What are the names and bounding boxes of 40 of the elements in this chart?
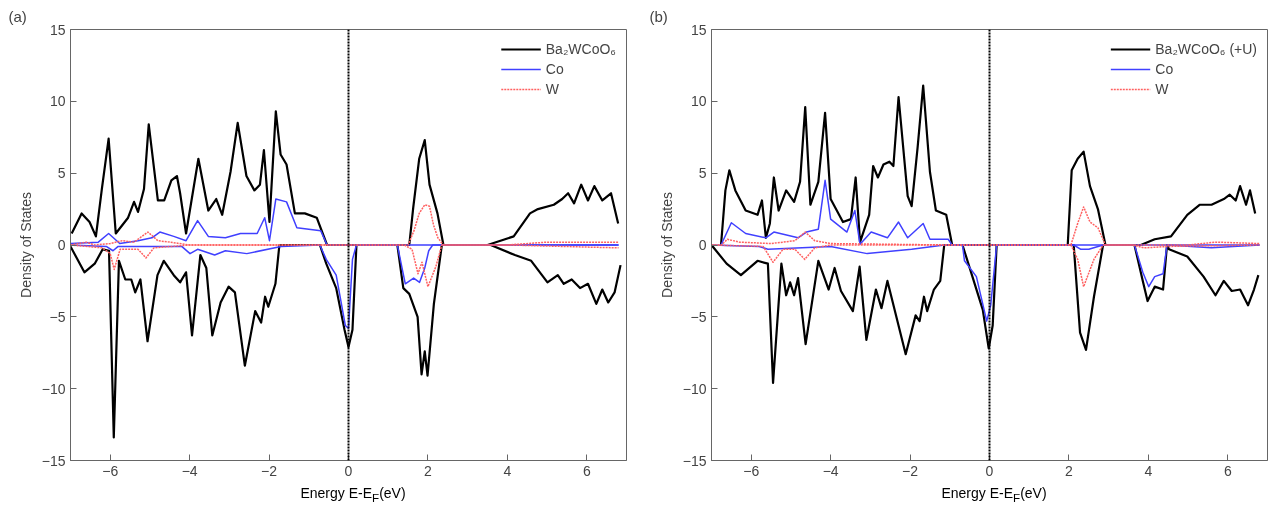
y-tick-label: 10 [49,93,66,110]
legend-label: Co [545,61,565,77]
y-tick-label: 5 [698,165,707,182]
x-tick-label: 0 [344,462,353,479]
legend-label: W [1155,81,1170,97]
x-axis-title: Energy E-E$_{F}$(eV) [941,484,1047,506]
x-tick-label: −6 [102,462,119,479]
x-tick-label: 0 [985,462,994,479]
y-tick-label: −5 [49,308,66,325]
legend-label: W [545,81,560,97]
chart-title: (b) [649,7,668,25]
x-tick-label: −4 [181,462,198,479]
y-tick-label: 0 [57,237,66,253]
x-tick-label: −2 [902,462,919,479]
y-tick-label: −5 [690,308,707,325]
x-axis-title: Energy E-E$_{F}$(eV) [300,484,406,506]
y-tick-label: −10 [41,380,66,397]
y-tick-label: 10 [690,93,707,110]
legend-label: Ba₂WCoO₆ (+U) [1155,41,1257,57]
y-tick-label: 0 [698,237,707,253]
y-axis-title: Density of States [658,192,675,298]
y-tick-label: −10 [682,380,707,397]
x-tick-label: 2 [424,462,433,479]
legend-label: Co [1155,61,1175,77]
x-tick-label: 4 [1144,462,1153,479]
x-tick-label: 4 [503,462,512,479]
y-tick-label: −15 [41,452,66,469]
y-tick-label: −15 [682,452,707,469]
x-tick-label: −2 [261,462,278,479]
y-tick-label: 5 [57,165,66,182]
x-tick-label: 2 [1065,462,1074,479]
y-tick-label: 15 [690,21,707,38]
x-tick-label: −4 [822,462,839,479]
x-tick-label: 6 [582,462,591,479]
legend-label: Ba₂WCoO₆ [545,41,616,57]
chart-title: (a) [8,7,27,25]
y-axis-title: Density of States [17,192,34,298]
x-tick-label: 6 [1223,462,1232,479]
x-tick-label: −6 [743,462,760,479]
y-tick-label: 15 [49,21,66,38]
